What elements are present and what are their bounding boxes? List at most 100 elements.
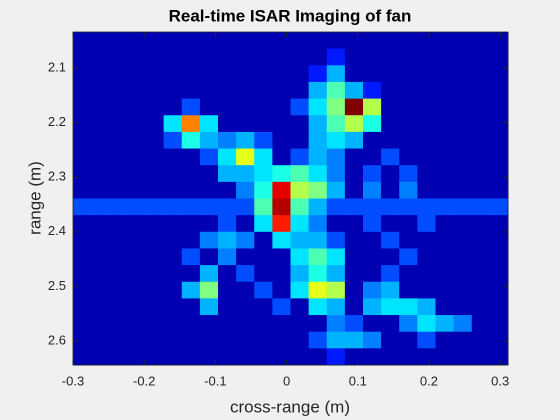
heatmap-cell — [181, 215, 201, 233]
heatmap-cell — [145, 48, 165, 66]
heatmap-cell — [453, 98, 473, 116]
heatmap-cell — [236, 81, 255, 100]
heatmap-cell — [453, 115, 473, 133]
heatmap-cell — [290, 315, 310, 333]
heatmap-cell — [435, 165, 455, 183]
heatmap-cell — [290, 148, 310, 166]
heatmap-cell — [363, 248, 382, 266]
x-tick-label: 0.2 — [420, 373, 438, 388]
heatmap-cell — [435, 248, 455, 266]
heatmap-cell — [381, 115, 400, 133]
heatmap-cell — [91, 331, 110, 349]
heatmap-cell — [471, 131, 491, 150]
heatmap-cell — [381, 248, 400, 266]
heatmap-cell — [489, 248, 509, 266]
heatmap-cell — [254, 32, 273, 50]
heatmap-cell — [109, 231, 128, 249]
heatmap-cell — [435, 32, 455, 50]
heatmap-cell — [199, 131, 219, 150]
heatmap-cell — [435, 81, 455, 100]
heatmap-cell — [73, 298, 92, 316]
heatmap-cell — [254, 265, 273, 283]
heatmap-cell — [199, 231, 219, 249]
heatmap-cell — [381, 298, 400, 316]
heatmap-cell — [363, 215, 382, 233]
heatmap-cell — [308, 115, 328, 133]
heatmap-cell — [471, 65, 491, 83]
y-tick-label: 2.2 — [48, 114, 66, 129]
heatmap-cell — [163, 231, 183, 249]
heatmap-cell — [218, 315, 237, 333]
heatmap-cell — [326, 81, 346, 100]
heatmap-cell — [91, 32, 110, 50]
heatmap-cell — [109, 315, 128, 333]
heatmap-cell — [489, 65, 509, 83]
heatmap-cell — [109, 298, 128, 316]
heatmap-cell — [91, 348, 110, 366]
heatmap-cell — [435, 348, 455, 366]
heatmap-cell — [453, 215, 473, 233]
heatmap-cell — [127, 198, 146, 216]
heatmap-cell — [344, 231, 364, 249]
heatmap-cell — [308, 198, 328, 216]
heatmap-cell — [272, 181, 291, 199]
chart-title: Real-time ISAR Imaging of fan — [169, 6, 412, 25]
heatmap-cell — [109, 331, 128, 349]
heatmap-cell — [344, 48, 364, 66]
heatmap-cell — [381, 98, 400, 116]
heatmap-cell — [471, 198, 491, 216]
heatmap-cell — [73, 348, 92, 366]
heatmap-cell — [308, 331, 328, 349]
heatmap-cell — [91, 198, 110, 216]
heatmap-cell — [272, 65, 291, 83]
heatmap-cell — [399, 231, 418, 249]
heatmap-cell — [453, 298, 473, 316]
heatmap-cell — [489, 231, 509, 249]
heatmap-cell — [91, 248, 110, 266]
heatmap-cell — [272, 131, 291, 150]
heatmap-cell — [308, 181, 328, 199]
heatmap-cell — [163, 165, 183, 183]
heatmap-cell — [127, 115, 146, 133]
heatmap-cell — [109, 65, 128, 83]
heatmap-cell — [344, 315, 364, 333]
heatmap-cell — [399, 81, 418, 100]
heatmap-cell — [326, 265, 346, 283]
heatmap-cell — [344, 148, 364, 166]
heatmap-cell — [363, 331, 382, 349]
heatmap-cell — [163, 81, 183, 100]
heatmap-cell — [326, 165, 346, 183]
heatmap-cell — [272, 198, 291, 216]
heatmap-cell — [236, 348, 255, 366]
heatmap-cell — [73, 148, 92, 166]
heatmap-cell — [127, 298, 146, 316]
heatmap-cell — [435, 148, 455, 166]
heatmap-cell — [73, 48, 92, 66]
heatmap-cell — [272, 331, 291, 349]
heatmap-cell — [127, 81, 146, 100]
heatmap-cell — [417, 215, 436, 233]
heatmap-cell — [218, 198, 237, 216]
heatmap-cell — [272, 115, 291, 133]
heatmap-cell — [435, 65, 455, 83]
heatmap-cell — [290, 231, 310, 249]
heatmap-cell — [163, 298, 183, 316]
heatmap-cell — [181, 115, 201, 133]
heatmap-cell — [127, 98, 146, 116]
heatmap-cell — [363, 65, 382, 83]
heatmap-cell — [489, 48, 509, 66]
heatmap-cell — [181, 281, 201, 299]
heatmap-cell — [435, 98, 455, 116]
heatmap-cell — [181, 98, 201, 116]
heatmap-cell — [344, 81, 364, 100]
heatmap-cell — [163, 48, 183, 66]
heatmap-cell — [417, 315, 436, 333]
heatmap-cell — [199, 115, 219, 133]
heatmap-cell — [308, 65, 328, 83]
heatmap-cell — [290, 181, 310, 199]
heatmap-cell — [453, 265, 473, 283]
heatmap-cell — [453, 181, 473, 199]
heatmap-cell — [272, 265, 291, 283]
heatmap-cell — [254, 281, 273, 299]
